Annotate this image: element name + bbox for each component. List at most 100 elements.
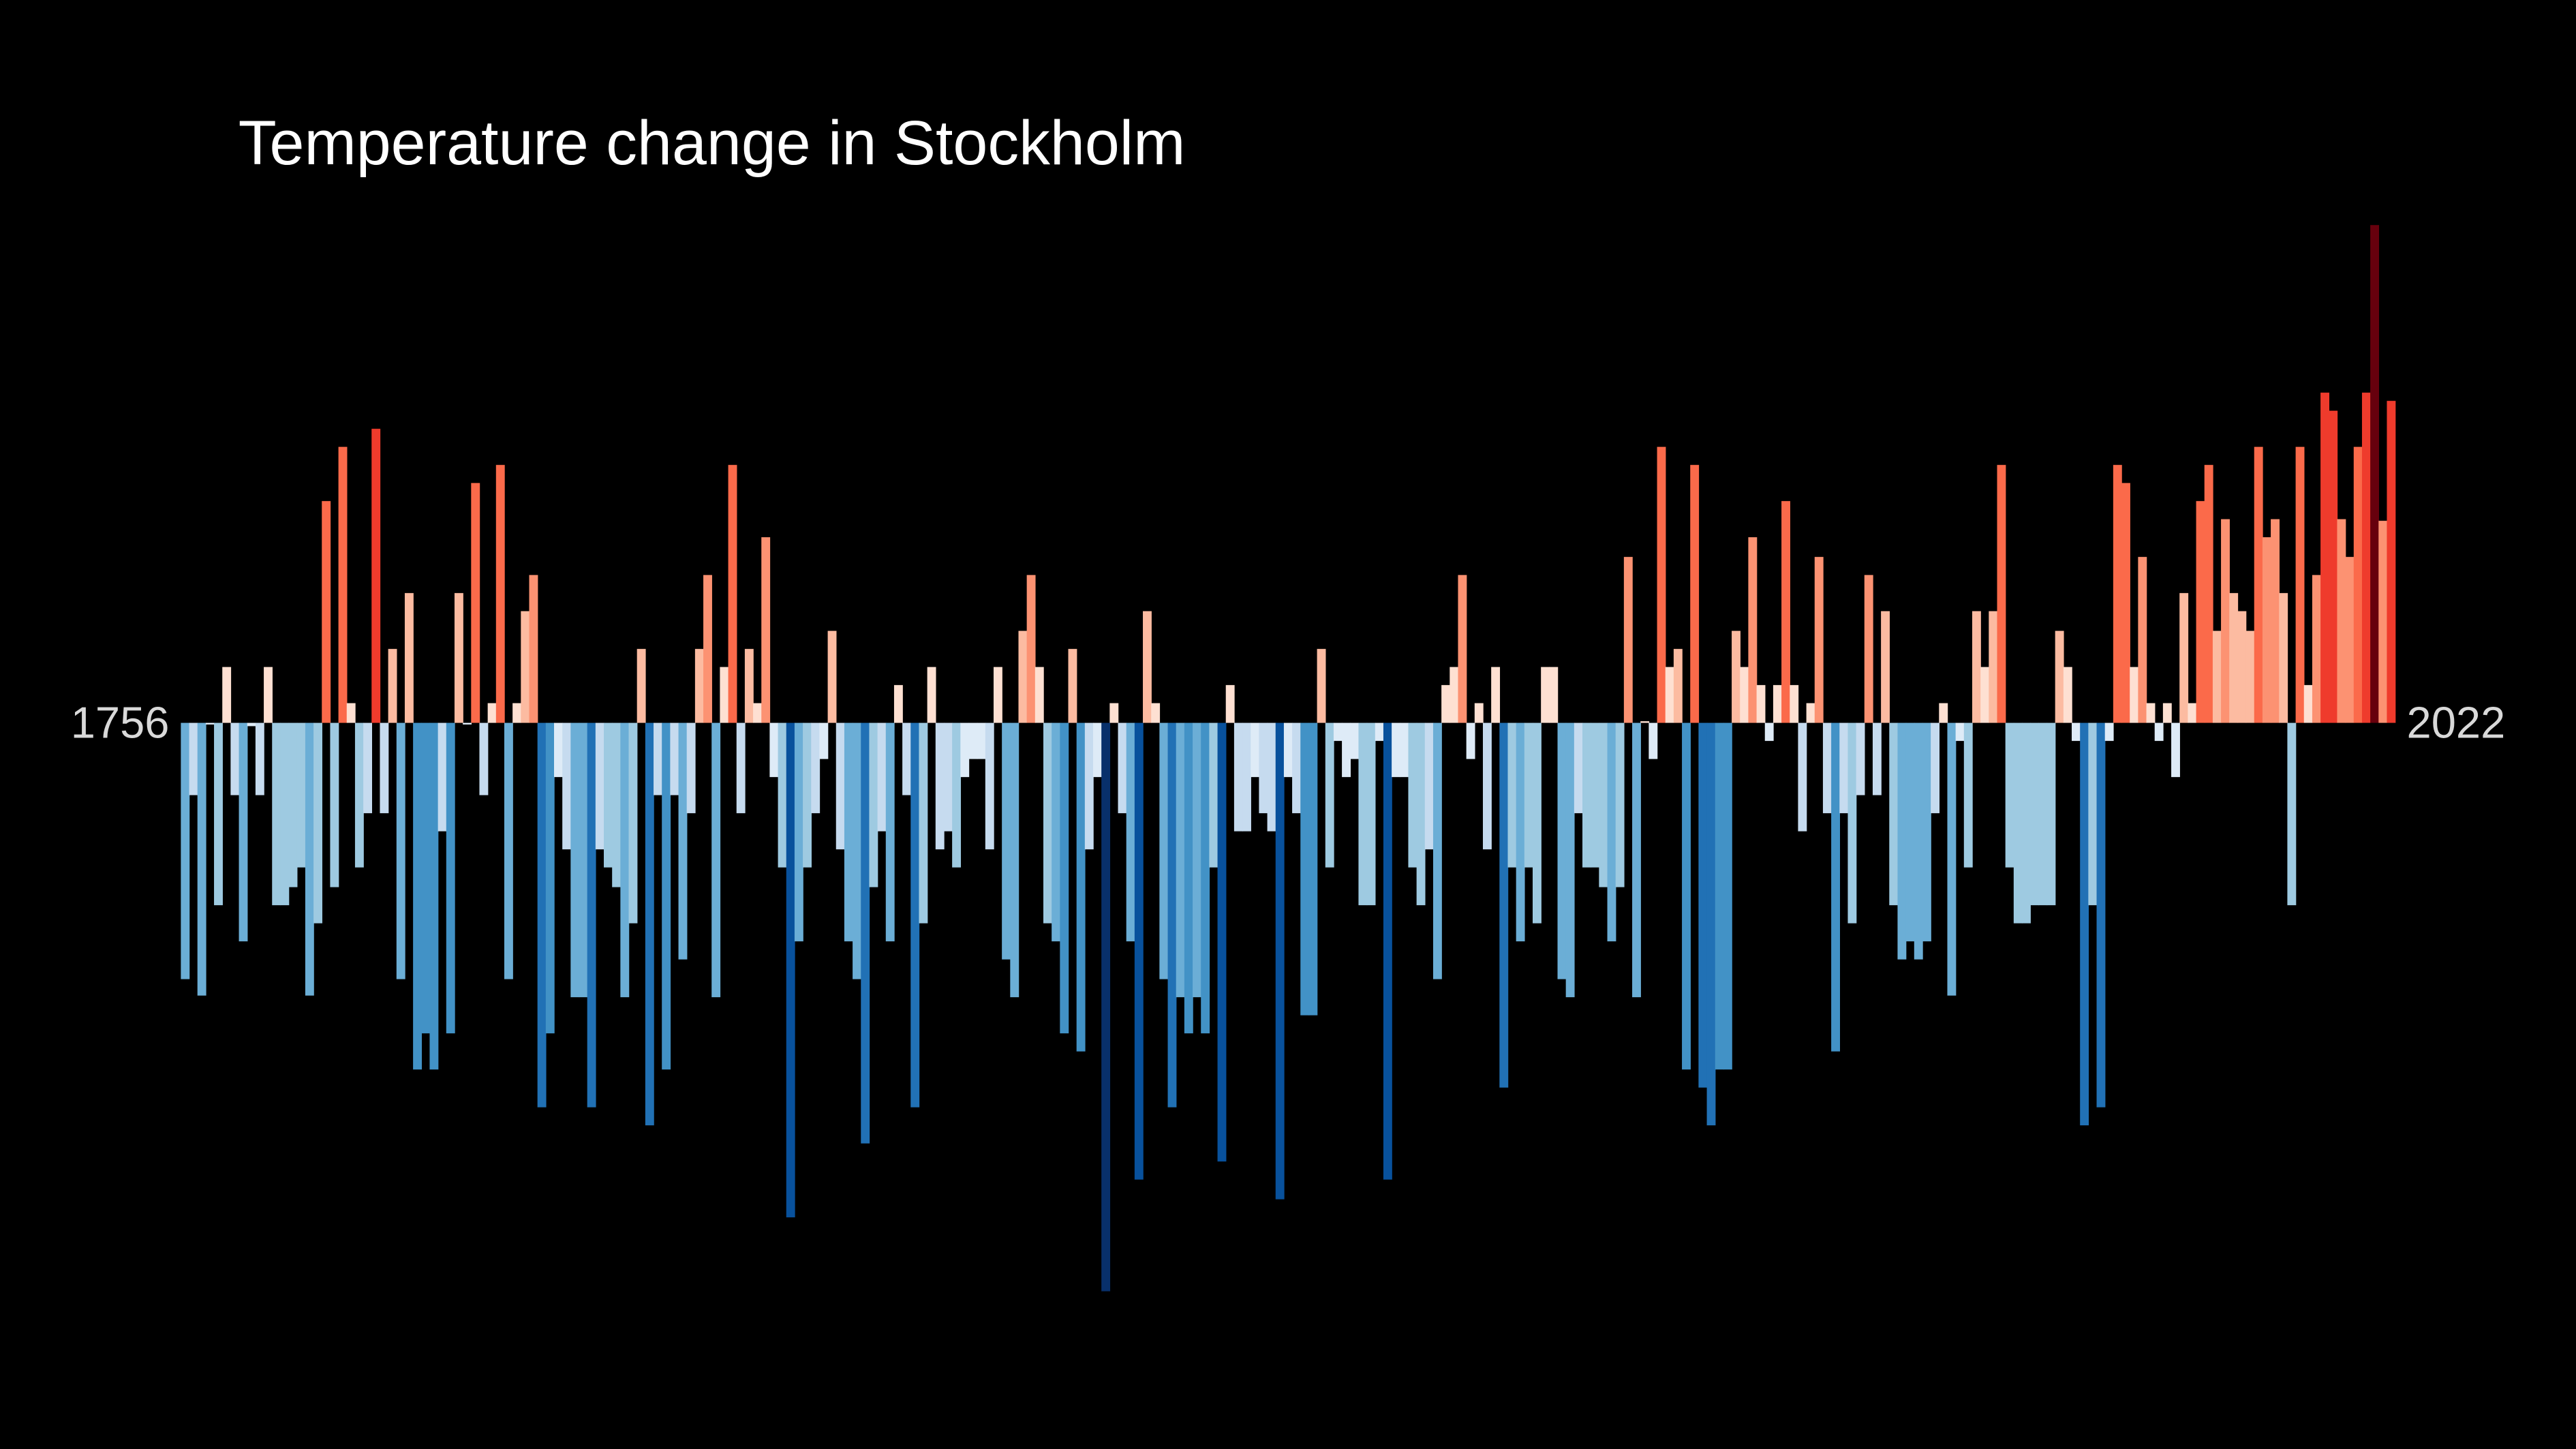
bar <box>545 722 555 1034</box>
bar <box>861 722 870 1144</box>
bar <box>844 722 853 942</box>
bar <box>1060 722 1069 1034</box>
bar <box>1989 611 1998 723</box>
bar <box>2096 722 2106 1108</box>
bar <box>935 722 945 850</box>
bar <box>1474 703 1484 723</box>
bar <box>2196 501 2205 723</box>
bar <box>1383 722 1392 1180</box>
bar <box>446 722 455 1034</box>
bar <box>2353 446 2363 723</box>
bar <box>654 722 662 795</box>
bar <box>1657 446 1666 723</box>
bar <box>1516 722 1525 942</box>
bar <box>1872 722 1882 795</box>
bar <box>264 667 273 723</box>
bar <box>181 722 190 979</box>
bar <box>1300 722 1310 1016</box>
bar <box>371 429 381 723</box>
bar <box>819 722 829 759</box>
bar <box>2287 722 2297 906</box>
bar <box>2345 557 2355 723</box>
bar <box>703 575 712 723</box>
bar <box>2055 630 2064 723</box>
bar <box>438 722 447 832</box>
bar <box>1955 722 1965 742</box>
bar <box>553 722 563 778</box>
bar <box>877 722 887 832</box>
bar <box>272 722 281 906</box>
bar <box>2229 593 2239 723</box>
bar <box>346 703 356 723</box>
bar <box>1043 722 1052 924</box>
bar <box>1392 722 1401 778</box>
bar <box>2188 703 2197 723</box>
bar <box>1740 667 1749 723</box>
bar <box>1034 667 1044 723</box>
bar <box>222 667 232 723</box>
bar <box>429 722 439 1070</box>
bar <box>1980 667 1990 723</box>
bar <box>495 465 505 723</box>
bar <box>1375 722 1384 742</box>
bar <box>1109 703 1119 723</box>
bar <box>2146 703 2156 723</box>
bar <box>2038 722 2048 906</box>
bar <box>628 722 638 924</box>
bar <box>230 722 240 795</box>
bar <box>1275 722 1285 1200</box>
bar <box>977 722 986 759</box>
bar <box>1673 649 1683 723</box>
bar <box>2204 465 2213 723</box>
bar <box>2022 722 2031 924</box>
bar <box>1126 722 1135 942</box>
bar <box>1557 722 1567 979</box>
bar <box>363 722 372 814</box>
bar <box>2245 630 2255 723</box>
bar <box>952 722 962 868</box>
bar <box>1881 611 1890 723</box>
bar <box>2279 593 2288 723</box>
bar <box>579 722 588 998</box>
bar <box>1972 611 1981 723</box>
bar <box>1814 557 1824 723</box>
bar <box>1632 722 1641 998</box>
bar <box>1466 722 1475 759</box>
bar <box>1682 722 1691 1070</box>
bar <box>1533 722 1542 924</box>
bar <box>1640 721 1650 723</box>
bar <box>1416 722 1426 906</box>
bar <box>1773 685 1782 723</box>
bar <box>1424 722 1434 850</box>
bar <box>2121 483 2130 723</box>
bar <box>1432 722 1442 979</box>
bar <box>247 722 256 727</box>
bar <box>1143 611 1152 723</box>
bar <box>1806 703 1815 723</box>
bar <box>893 685 903 723</box>
bar <box>1798 722 1807 832</box>
bar <box>620 722 630 998</box>
bar <box>1499 722 1509 1088</box>
bar <box>595 722 604 850</box>
bar <box>463 722 472 724</box>
bar <box>1093 722 1102 778</box>
year-label: 2022 <box>2407 698 2506 748</box>
bar <box>1649 722 1658 759</box>
bar <box>1151 703 1161 723</box>
bar <box>686 722 696 814</box>
bar <box>612 722 622 887</box>
bar <box>1002 722 1011 960</box>
bar <box>2312 575 2321 723</box>
bar <box>1690 465 1700 723</box>
bar <box>1209 722 1218 868</box>
bar <box>1963 722 1973 868</box>
bar <box>1905 722 1915 942</box>
bar <box>827 630 837 723</box>
bar <box>1889 722 1899 906</box>
bar <box>1026 575 1036 723</box>
bar <box>662 722 671 1070</box>
bar <box>1756 685 1766 723</box>
bar <box>2329 410 2338 723</box>
